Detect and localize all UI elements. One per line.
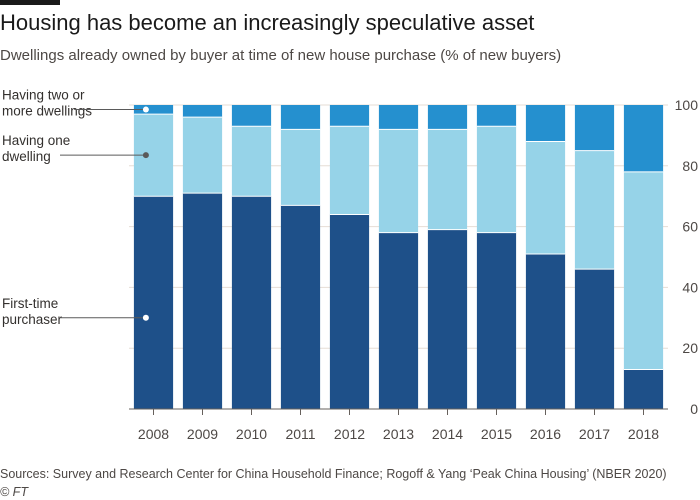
x-tick-label: 2012 bbox=[334, 426, 365, 442]
x-tick-label: 2008 bbox=[138, 426, 169, 442]
bars bbox=[133, 105, 664, 409]
y-tick-label: 0 bbox=[690, 401, 698, 417]
bar-segment bbox=[329, 126, 370, 215]
x-tick-label: 2009 bbox=[187, 426, 218, 442]
bar-segment bbox=[427, 129, 468, 230]
bar-segment bbox=[574, 269, 615, 409]
x-tick-label: 2015 bbox=[481, 426, 512, 442]
bar-segment bbox=[133, 196, 174, 409]
x-tick-label: 2018 bbox=[628, 426, 659, 442]
x-tick-label: 2010 bbox=[236, 426, 267, 442]
bar-segment bbox=[231, 196, 272, 409]
bar-segment bbox=[525, 105, 566, 142]
bar-segment bbox=[280, 105, 321, 130]
y-tick-label: 80 bbox=[682, 158, 698, 174]
credit-note: © FT bbox=[0, 485, 28, 499]
x-tick-label: 2011 bbox=[285, 426, 315, 442]
x-tick-label: 2014 bbox=[432, 426, 463, 442]
bar-segment bbox=[280, 205, 321, 409]
bar-segment bbox=[378, 129, 419, 233]
bar-segment bbox=[133, 105, 174, 115]
annotation-label: Having two or bbox=[2, 88, 85, 103]
top-rule bbox=[0, 0, 60, 5]
annotation-marker bbox=[142, 314, 149, 321]
y-tick-label: 20 bbox=[682, 340, 698, 356]
bar-segment bbox=[280, 129, 321, 206]
annotation-label: dwelling bbox=[2, 149, 51, 164]
bar-segment bbox=[182, 193, 223, 409]
bar-segment bbox=[623, 105, 664, 172]
bar-segment bbox=[378, 232, 419, 409]
bar-segment bbox=[427, 229, 468, 409]
bar-segment bbox=[476, 105, 517, 127]
bar-segment bbox=[476, 126, 517, 233]
annotation-label: Having one bbox=[2, 133, 70, 148]
bar-segment bbox=[378, 105, 419, 130]
bar-segment bbox=[525, 141, 566, 254]
bar-segment bbox=[574, 105, 615, 151]
stacked-bar-chart: 0 20 40 60 80 100 2008 2009 2010 2011 2012 2013 2014… bbox=[2, 88, 698, 442]
y-tick-label: 40 bbox=[682, 279, 698, 295]
annotation-label: purchaser bbox=[2, 312, 63, 327]
annotation-label: more dwellings bbox=[2, 104, 92, 119]
bar-segment bbox=[231, 105, 272, 127]
y-tick-label: 60 bbox=[682, 219, 698, 235]
source-note: Sources: Survey and Research Center for … bbox=[0, 467, 667, 481]
annotation-label: First-time bbox=[2, 296, 58, 311]
bar-segment bbox=[623, 171, 664, 370]
y-tick-label: 100 bbox=[675, 97, 699, 113]
x-tick-label: 2016 bbox=[530, 426, 561, 442]
bar-segment bbox=[623, 369, 664, 409]
bar-segment bbox=[182, 117, 223, 194]
bar-segment bbox=[476, 232, 517, 409]
bar-segment bbox=[525, 253, 566, 409]
chart-title: Housing has become an increasingly specu… bbox=[0, 10, 535, 35]
axes: 0 20 40 60 80 100 2008 2009 2010 2011 2012 2013 2014… bbox=[129, 97, 698, 442]
bar-segment bbox=[329, 214, 370, 409]
x-tick-label: 2013 bbox=[383, 426, 414, 442]
bar-segment bbox=[231, 126, 272, 197]
annotation-marker bbox=[142, 152, 149, 159]
annotation-marker bbox=[142, 106, 149, 113]
bar-segment bbox=[574, 150, 615, 270]
chart-subtitle: Dwellings already owned by buyer at time… bbox=[0, 47, 562, 64]
x-tick-label: 2017 bbox=[579, 426, 610, 442]
bar-segment bbox=[182, 105, 223, 118]
bar-segment bbox=[427, 105, 468, 130]
bar-segment bbox=[329, 105, 370, 127]
